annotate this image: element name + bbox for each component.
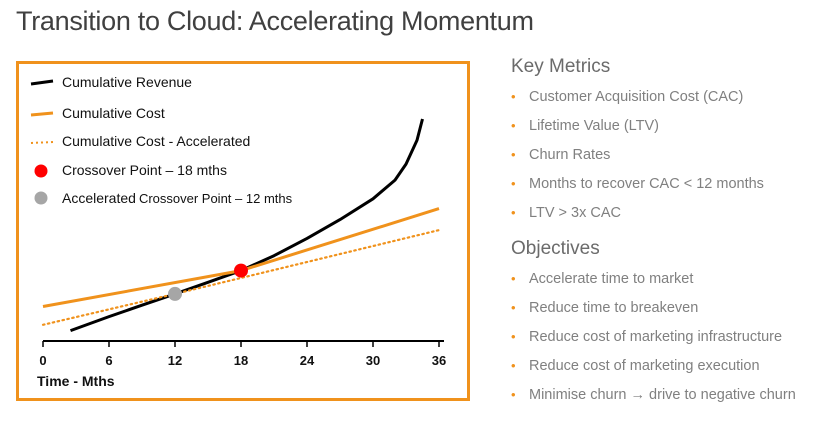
legend-swatch-revenue xyxy=(30,79,54,86)
list-item-text: LTV > 3x CAC xyxy=(529,205,621,221)
list-item-text: Customer Acquisition Cost (CAC) xyxy=(529,89,744,105)
list-item: • Reduce cost of marketing execution xyxy=(511,356,821,385)
crossover-point-marker xyxy=(234,263,248,278)
series-line-cumulative-cost xyxy=(42,207,440,308)
list-item-text: Accelerate time to market xyxy=(529,271,694,287)
legend-label-accelerated-crossover: Accelerated Crossover Point – 12 mths xyxy=(62,190,293,206)
list-item-text: Churn Rates xyxy=(529,147,611,163)
list-item: • Customer Acquisition Cost (CAC) xyxy=(511,87,821,116)
list-item: • Accelerate time to market xyxy=(511,269,821,298)
x-tick-label: 18 xyxy=(234,353,248,368)
bullet-icon: • xyxy=(511,205,516,220)
list-item: • Churn Rates xyxy=(511,145,821,174)
legend-label-revenue: Cumulative Revenue xyxy=(62,74,192,90)
x-tick-label: 0 xyxy=(39,353,46,368)
chart-legend: Cumulative Revenue Cumulative Cost Cumul… xyxy=(30,74,293,206)
list-item: • Lifetime Value (LTV) xyxy=(511,116,821,145)
accelerated-crossover-point-marker xyxy=(168,286,182,301)
list-item: • LTV > 3x CAC xyxy=(511,203,821,232)
bullet-icon: • xyxy=(511,329,516,344)
x-tick-label: 6 xyxy=(105,353,112,368)
x-tick-label: 36 xyxy=(432,353,446,368)
list-item-text: Reduce time to breakeven xyxy=(529,300,699,316)
x-tick-label: 12 xyxy=(168,353,182,368)
x-tick-label: 30 xyxy=(366,353,380,368)
legend-label-cost-accelerated: Cumulative Cost - Accelerated xyxy=(62,133,250,149)
bullet-icon: • xyxy=(511,387,516,402)
legend-label-accelerated-suffix: Crossover Point – 12 mths xyxy=(139,191,293,206)
legend-label-accelerated-prefix: Accelerated xyxy=(62,190,136,206)
points-layer xyxy=(168,263,248,301)
list-item-text: Lifetime Value (LTV) xyxy=(529,118,660,134)
objectives-heading: Objectives xyxy=(511,238,600,259)
list-item-text: Reduce cost of marketing execution xyxy=(529,358,760,374)
key-metrics-heading: Key Metrics xyxy=(511,56,611,77)
list-item: • Reduce cost of marketing infrastructure xyxy=(511,327,821,356)
list-item: • Minimise churn → drive to negative chur… xyxy=(511,385,821,414)
page-title: Transition to Cloud: Accelerating Moment… xyxy=(16,6,534,36)
series-layer xyxy=(41,118,441,333)
bullet-icon: • xyxy=(511,300,516,315)
objectives-list: • Accelerate time to market • Reduce time … xyxy=(511,269,821,414)
bullet-icon: • xyxy=(511,89,516,104)
legend-label-crossover: Crossover Point – 18 mths xyxy=(62,162,227,178)
list-item-text: Reduce cost of marketing infrastructure xyxy=(529,329,783,345)
bullet-icon: • xyxy=(511,358,516,373)
legend-label-cost: Cumulative Cost xyxy=(62,105,165,121)
list-item-text: Months to recover CAC < 12 months xyxy=(529,176,764,192)
bullet-icon: • xyxy=(511,176,516,191)
x-axis-title: Time - Mths xyxy=(37,373,115,389)
bullet-icon: • xyxy=(511,147,516,162)
list-item: • Reduce time to breakeven xyxy=(511,298,821,327)
legend-swatch-cost xyxy=(30,111,54,117)
x-tick-label: 24 xyxy=(300,353,315,368)
chart-frame: Cumulative Revenue Cumulative Cost Cumul… xyxy=(16,61,470,401)
legend-swatch-crossover xyxy=(34,164,48,178)
x-axis-ticks: 0 6 12 18 24 30 36 xyxy=(39,341,446,368)
chart-canvas: Cumulative Revenue Cumulative Cost Cumul… xyxy=(30,74,446,389)
key-metrics-list: • Customer Acquisition Cost (CAC) • Lifeti… xyxy=(511,87,821,232)
bullet-icon: • xyxy=(511,271,516,286)
legend-swatch-accelerated-crossover xyxy=(34,191,48,205)
legend-swatch-cost-accelerated xyxy=(30,141,54,144)
list-item-text: Minimise churn → drive to negative churn xyxy=(529,387,796,403)
series-line-cumulative-revenue xyxy=(69,118,424,333)
bullet-icon: • xyxy=(511,118,516,133)
list-item: • Months to recover CAC < 12 months xyxy=(511,174,821,203)
side-panel: Key Metrics • Customer Acquisition Cost (… xyxy=(511,56,821,420)
